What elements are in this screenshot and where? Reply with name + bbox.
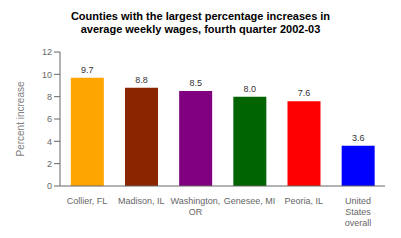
svg-text:4: 4 [47, 137, 52, 147]
svg-text:6: 6 [47, 114, 52, 124]
svg-text:7.6: 7.6 [298, 88, 311, 98]
svg-text:9.7: 9.7 [81, 65, 94, 75]
svg-text:Madison, IL: Madison, IL [118, 196, 165, 206]
svg-text:10: 10 [42, 70, 52, 80]
svg-text:UnitedStatesoverall: UnitedStatesoverall [345, 196, 372, 228]
svg-text:Washington,OR: Washington,OR [171, 196, 221, 217]
svg-text:Peoria, IL: Peoria, IL [284, 196, 323, 206]
svg-text:8.8: 8.8 [135, 75, 148, 85]
html-text:Counties with the largest perc: Counties with the largest percentage inc… [70, 10, 331, 22]
svg-text:3.6: 3.6 [352, 133, 365, 143]
svg-text:Percent increase: Percent increase [15, 81, 26, 156]
svg-text:Collier, FL: Collier, FL [67, 196, 108, 206]
svg-text:2: 2 [47, 159, 52, 169]
svg-text:8.0: 8.0 [244, 84, 257, 94]
svg-text:Genesee, MI: Genesee, MI [224, 196, 276, 206]
svg-text:8: 8 [47, 92, 52, 102]
svg-text:12: 12 [42, 47, 52, 57]
svg-text:0: 0 [47, 181, 52, 191]
svg-text:8.5: 8.5 [189, 78, 202, 88]
html-text:average weekly wages, fourth q: average weekly wages, fourth quarter 200… [80, 23, 321, 35]
